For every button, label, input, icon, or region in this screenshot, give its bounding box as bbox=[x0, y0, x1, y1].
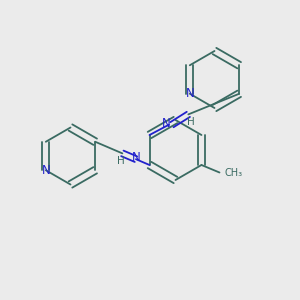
Text: H: H bbox=[187, 117, 195, 127]
Text: N: N bbox=[132, 151, 140, 164]
Text: H: H bbox=[117, 156, 125, 166]
Text: CH₃: CH₃ bbox=[225, 167, 243, 178]
Text: N: N bbox=[41, 164, 50, 177]
Text: N: N bbox=[185, 87, 194, 100]
Text: N: N bbox=[162, 117, 171, 130]
